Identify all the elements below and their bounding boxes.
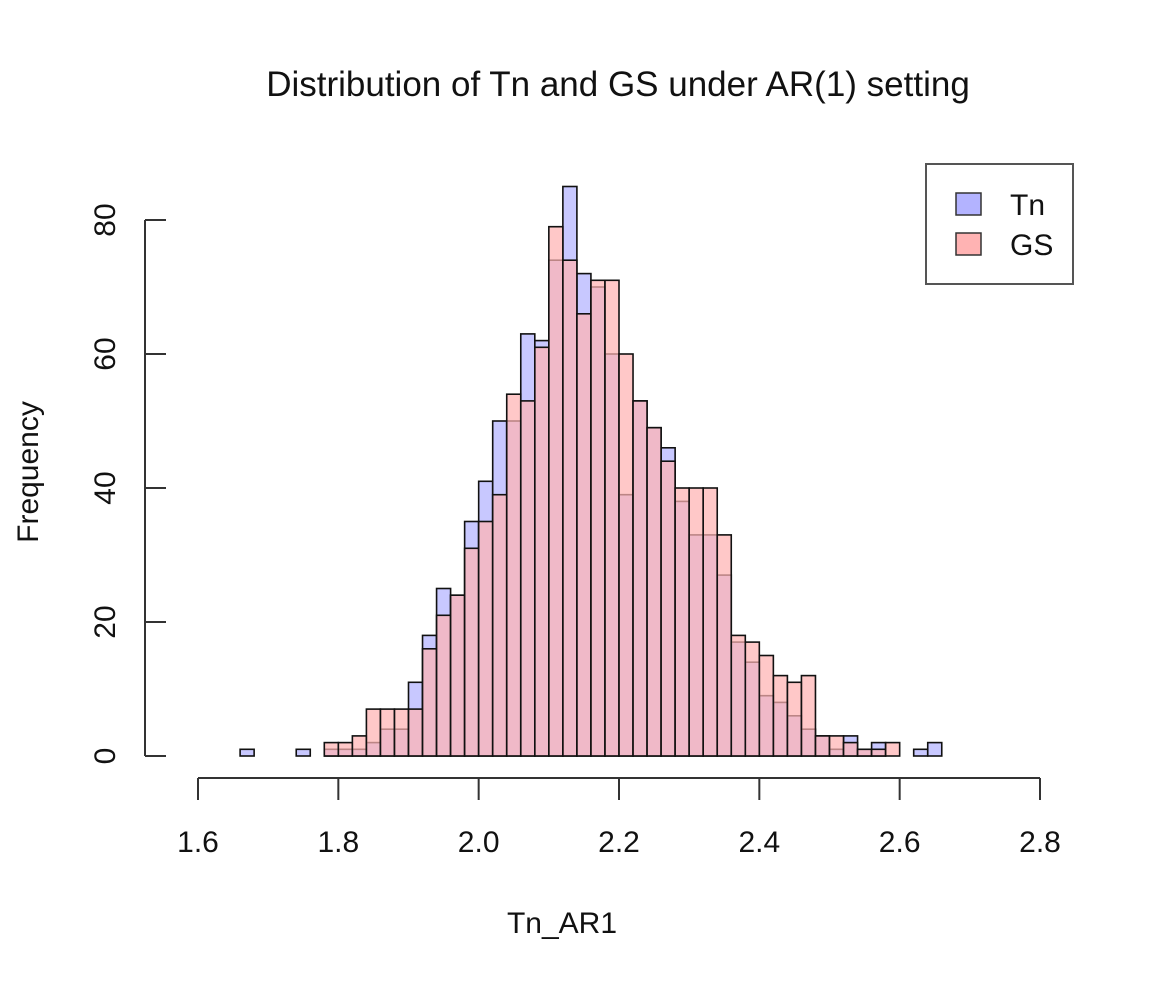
bar-gs-8 (351, 735, 368, 757)
legend: Tn GS (925, 163, 1074, 285)
bar-gs-27 (618, 353, 634, 757)
y-tick-label: 80 (89, 203, 122, 236)
bar-gs-44 (856, 748, 873, 757)
bar-gs-10 (379, 708, 396, 757)
x-tick-label: 2.8 (1019, 826, 1061, 859)
bar-gs-36 (744, 641, 761, 757)
bars-layer (239, 185, 943, 757)
bar-gs-25 (590, 279, 606, 757)
bar-gs-37 (758, 654, 775, 757)
bar-gs-7 (337, 741, 354, 757)
bar-gs-33 (702, 487, 719, 757)
bar-gs-43 (842, 741, 859, 757)
bar-gs-32 (688, 487, 704, 757)
bar-gs-38 (772, 674, 789, 757)
x-axis-label: Tn_AR1 (507, 907, 617, 940)
x-tick-label: 1.6 (177, 826, 219, 859)
bar-gs-40 (800, 674, 817, 757)
bar-gs-19 (505, 393, 522, 757)
bar-gs-23 (562, 259, 578, 757)
bar-gs-24 (576, 312, 592, 757)
bar-gs-12 (407, 708, 424, 757)
bar-tn-48 (912, 748, 929, 757)
bar-gs-14 (435, 614, 452, 757)
bar-gs-18 (491, 493, 508, 757)
y-axis: 0 20 40 60 80 (89, 203, 166, 764)
bar-gs-13 (421, 647, 438, 757)
bar-gs-41 (814, 735, 831, 757)
y-tick-label: 60 (89, 337, 122, 370)
legend-swatch-gs (955, 232, 982, 256)
x-axis: 1.6 1.8 2.0 2.2 2.4 2.6 2.8 (177, 777, 1061, 859)
bar-gs-28 (632, 400, 648, 757)
bar-gs-42 (828, 735, 845, 757)
bar-tn-4 (295, 748, 312, 757)
legend-box (925, 163, 1074, 285)
bar-gs-29 (646, 426, 662, 757)
bar-tn-49 (926, 741, 943, 757)
bar-gs-34 (716, 534, 733, 757)
bar-gs-45 (870, 748, 887, 757)
bar-gs-39 (786, 681, 803, 757)
bar-gs-11 (393, 708, 410, 757)
x-tick-label: 2.4 (738, 826, 780, 859)
legend-label-tn: Tn (1010, 189, 1045, 222)
bar-gs-6 (323, 741, 340, 757)
bar-tn-0 (239, 748, 255, 757)
bar-gs-22 (548, 225, 564, 757)
x-tick-label: 2.6 (879, 826, 921, 859)
bar-gs-30 (660, 460, 676, 757)
bar-gs-46 (884, 741, 901, 757)
x-tick-label: 2.2 (598, 826, 640, 859)
legend-label-gs: GS (1010, 229, 1053, 262)
bar-gs-9 (365, 708, 382, 757)
y-axis-label: Frequency (12, 401, 45, 543)
bar-gs-26 (604, 279, 620, 757)
bar-gs-21 (533, 346, 550, 757)
bar-gs-15 (449, 594, 466, 757)
bar-gs-35 (730, 634, 747, 757)
bar-gs-31 (674, 487, 690, 757)
y-tick-label: 0 (89, 748, 122, 765)
legend-swatch-tn (955, 192, 982, 216)
x-tick-label: 1.8 (317, 826, 359, 859)
y-tick-label: 40 (89, 471, 122, 504)
x-tick-label: 2.0 (458, 826, 500, 859)
bar-gs-16 (463, 547, 480, 757)
bar-gs-20 (519, 400, 536, 757)
y-tick-label: 20 (89, 605, 122, 638)
chart-title: Distribution of Tn and GS under AR(1) se… (266, 65, 970, 104)
bar-gs-17 (477, 520, 494, 757)
